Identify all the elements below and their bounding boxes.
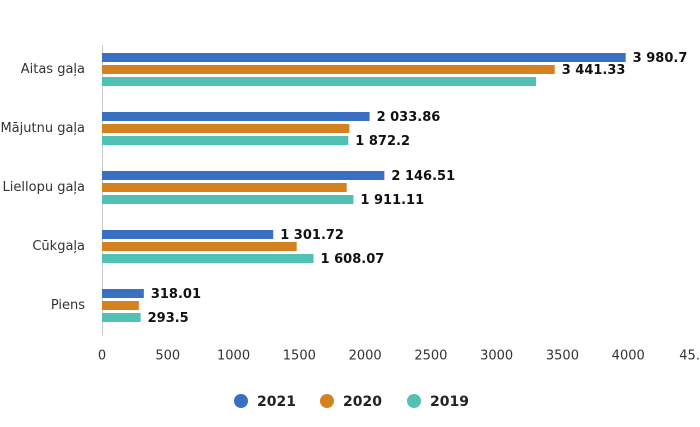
bar	[102, 254, 314, 263]
bar	[102, 136, 349, 145]
value-label: 3 441.33	[562, 63, 626, 78]
legend-marker	[407, 394, 421, 408]
bar	[102, 195, 354, 204]
bar	[102, 124, 350, 133]
legend-marker	[234, 394, 248, 408]
y-tick-label: Piens	[51, 298, 85, 313]
bar	[102, 230, 274, 239]
y-tick-label: Mājutnu gaļa	[0, 121, 85, 136]
bar	[102, 112, 370, 121]
value-label: 2 033.86	[377, 110, 441, 125]
value-label: 1 872.2	[355, 134, 410, 149]
y-tick-label: Liellopu gaļa	[3, 180, 85, 195]
value-label: 1 911.11	[360, 193, 424, 208]
x-tick-label: 3000	[480, 349, 513, 364]
value-label: 318.01	[151, 287, 201, 302]
bar	[102, 301, 139, 310]
legend-label: 2021	[257, 394, 296, 410]
bar	[102, 171, 385, 180]
value-label: 3 980.7	[633, 51, 688, 66]
legend-label: 2019	[430, 394, 469, 410]
x-tick-label: 2000	[349, 349, 382, 364]
bar	[102, 53, 626, 62]
value-label: 2 146.51	[391, 169, 455, 184]
value-label: 1 301.72	[280, 228, 344, 243]
value-label: 1 608.07	[321, 252, 385, 267]
legend-marker	[320, 394, 334, 408]
x-tick-label: 1000	[217, 349, 250, 364]
legend-label: 2020	[343, 394, 382, 410]
bar	[102, 77, 537, 86]
x-tick-label: 2500	[414, 349, 447, 364]
bar	[102, 289, 144, 298]
bar	[102, 313, 141, 322]
y-tick-label: Aitas gaļa	[21, 62, 85, 77]
x-tick-label: 3500	[546, 349, 579, 364]
x-tick-label: 0	[98, 349, 106, 364]
x-tick-label: 4000	[612, 349, 645, 364]
x-tick-label: 45…	[679, 349, 700, 364]
bar	[102, 242, 297, 251]
x-tick-label: 500	[155, 349, 180, 364]
bar	[102, 183, 347, 192]
bar	[102, 65, 555, 74]
value-label: 293.5	[148, 311, 189, 326]
x-tick-label: 1500	[283, 349, 316, 364]
y-tick-label: Cūkgaļa	[32, 239, 85, 254]
